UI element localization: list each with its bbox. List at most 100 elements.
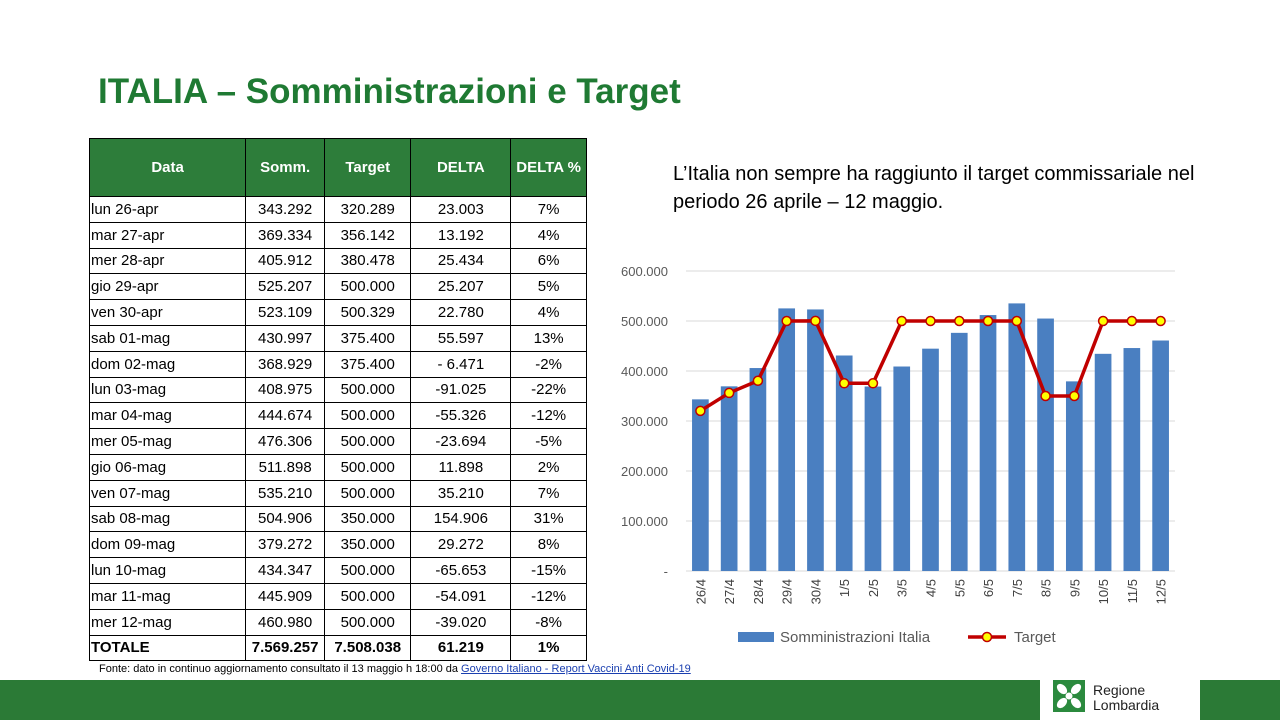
table-cell: 22.780 — [410, 299, 512, 326]
table-cell: 11.898 — [410, 453, 512, 481]
table-cell: 500.000 — [324, 453, 412, 481]
table-cell: -8% — [510, 608, 587, 636]
table-cell: 500.000 — [324, 273, 412, 301]
table-cell: 500.000 — [324, 557, 412, 584]
table-cell: 523.109 — [245, 299, 326, 326]
target-point — [1040, 390, 1051, 402]
x-tick-label: 6/5 — [981, 579, 996, 597]
total-cell: 7.508.038 — [324, 634, 412, 662]
legend-marker — [981, 631, 993, 643]
commentary-text: L’Italia non sempre ha raggiunto il targ… — [673, 163, 1195, 213]
y-tick-label: 600.000 — [621, 264, 668, 279]
table-cell: -15% — [510, 557, 587, 584]
table-cell: -12% — [510, 402, 587, 430]
chart-area: - 100.000 200.000 300.000 400.000 500.000 600.… — [621, 264, 1175, 646]
header-delta-pct: DELTA % — [510, 138, 587, 197]
target-point — [896, 315, 907, 327]
table-cell: 379.272 — [245, 531, 326, 559]
table-cell: 55.597 — [410, 324, 512, 352]
x-tick-label: 28/4 — [751, 579, 766, 604]
table-cell: ven 30-apr — [88, 299, 247, 326]
bar — [692, 399, 709, 571]
source-text: Fonte: dato in continuo aggiornamento co… — [99, 663, 462, 675]
x-tick-label: 27/4 — [722, 579, 737, 604]
table-cell: 369.334 — [245, 221, 326, 249]
table-cell: 445.909 — [245, 582, 326, 610]
table-cell: -2% — [510, 350, 587, 378]
table-cell: 5% — [510, 273, 587, 301]
x-tick-label: 11/5 — [1125, 579, 1140, 603]
table-row: lun 03-mag 408.975 500.000 -91.025 -22% — [88, 376, 587, 404]
table-cell: -91.025 — [410, 376, 512, 404]
table-cell: 350.000 — [324, 505, 412, 533]
table-cell: -65.653 — [410, 557, 512, 584]
table-cell: - 6.471 — [410, 350, 512, 378]
data-table: Data Somm. Target DELTA DELTA % lun 26-a… — [88, 138, 587, 662]
regione-lombardia-logo-icon — [1053, 680, 1085, 712]
table-row: mar 11-mag 445.909 500.000 -54.091 -12% — [88, 582, 587, 610]
table-cell: 460.980 — [245, 608, 326, 636]
y-tick-label: 400.000 — [621, 364, 668, 379]
table-cell: lun 26-apr — [88, 196, 247, 223]
y-tick-label: 200.000 — [621, 464, 668, 479]
x-tick-label: 12/5 — [1154, 579, 1169, 604]
table-cell: ven 07-mag — [88, 479, 247, 507]
table-cell: -22% — [510, 376, 587, 404]
table-cell: 320.289 — [324, 196, 412, 223]
table-cell: sab 08-mag — [88, 505, 247, 533]
table-cell: 23.003 — [410, 196, 512, 223]
table-cell: -23.694 — [410, 428, 512, 455]
total-cell: TOTALE — [88, 634, 247, 662]
x-tick-label: 8/5 — [1039, 579, 1054, 597]
bar — [1065, 381, 1083, 571]
bar — [1123, 348, 1141, 571]
header-data: Data — [88, 138, 247, 197]
x-tick-label: 29/4 — [780, 579, 795, 604]
table-cell: dom 09-mag — [88, 531, 247, 559]
source-link[interactable]: Governo Italiano - Report Vaccini Anti C… — [461, 663, 691, 675]
table-row: mar 27-apr 369.334 356.142 13.192 4% — [88, 221, 587, 249]
table-cell: 7% — [510, 479, 587, 507]
table-cell: -5% — [510, 428, 587, 455]
table-cell: 504.906 — [245, 505, 326, 533]
legend-bar-swatch — [738, 632, 774, 642]
table-cell: mer 28-apr — [88, 247, 247, 275]
table-row: lun 10-mag 434.347 500.000 -65.653 -15% — [88, 557, 587, 584]
source-note: Fonte: dato in continuo aggiornamento co… — [99, 663, 691, 675]
x-tick-label: 30/4 — [808, 579, 823, 604]
table-cell: 2% — [510, 453, 587, 481]
table-cell: 154.906 — [410, 505, 512, 533]
total-cell: 7.569.257 — [245, 634, 326, 662]
table-cell: 13% — [510, 324, 587, 352]
table-row: sab 01-mag 430.997 375.400 55.597 13% — [88, 324, 587, 352]
x-tick-label: 10/5 — [1096, 579, 1111, 604]
target-point — [1155, 315, 1166, 327]
bar — [1094, 353, 1112, 571]
table-cell: 368.929 — [245, 350, 326, 378]
table-cell: mar 11-mag — [88, 582, 247, 610]
target-point — [723, 387, 735, 399]
table-cell: 500.000 — [324, 428, 412, 455]
y-tick-label: 300.000 — [621, 414, 668, 429]
table-row: mar 04-mag 444.674 500.000 -55.326 -12% — [88, 402, 587, 430]
table-cell: 430.997 — [245, 324, 326, 352]
target-point — [925, 315, 936, 327]
bar — [893, 366, 911, 571]
x-tick-label: 5/5 — [952, 579, 967, 597]
header-somm: Somm. — [245, 138, 326, 197]
target-point — [752, 375, 764, 387]
table-row: dom 09-mag 379.272 350.000 29.272 8% — [88, 531, 587, 559]
table-cell: 7% — [510, 196, 587, 223]
table-cell: 434.347 — [245, 557, 326, 584]
bar — [1008, 303, 1026, 571]
bar — [922, 348, 939, 571]
table-cell: -55.326 — [410, 402, 512, 430]
bar — [749, 368, 767, 571]
table-cell: 500.000 — [324, 402, 412, 430]
table-cell: lun 03-mag — [88, 376, 247, 404]
target-point — [867, 378, 879, 389]
table-row: gio 29-apr 525.207 500.000 25.207 5% — [88, 273, 587, 301]
table-cell: 476.306 — [245, 428, 326, 455]
bar — [1152, 340, 1169, 571]
y-tick-label: 500.000 — [621, 314, 668, 329]
